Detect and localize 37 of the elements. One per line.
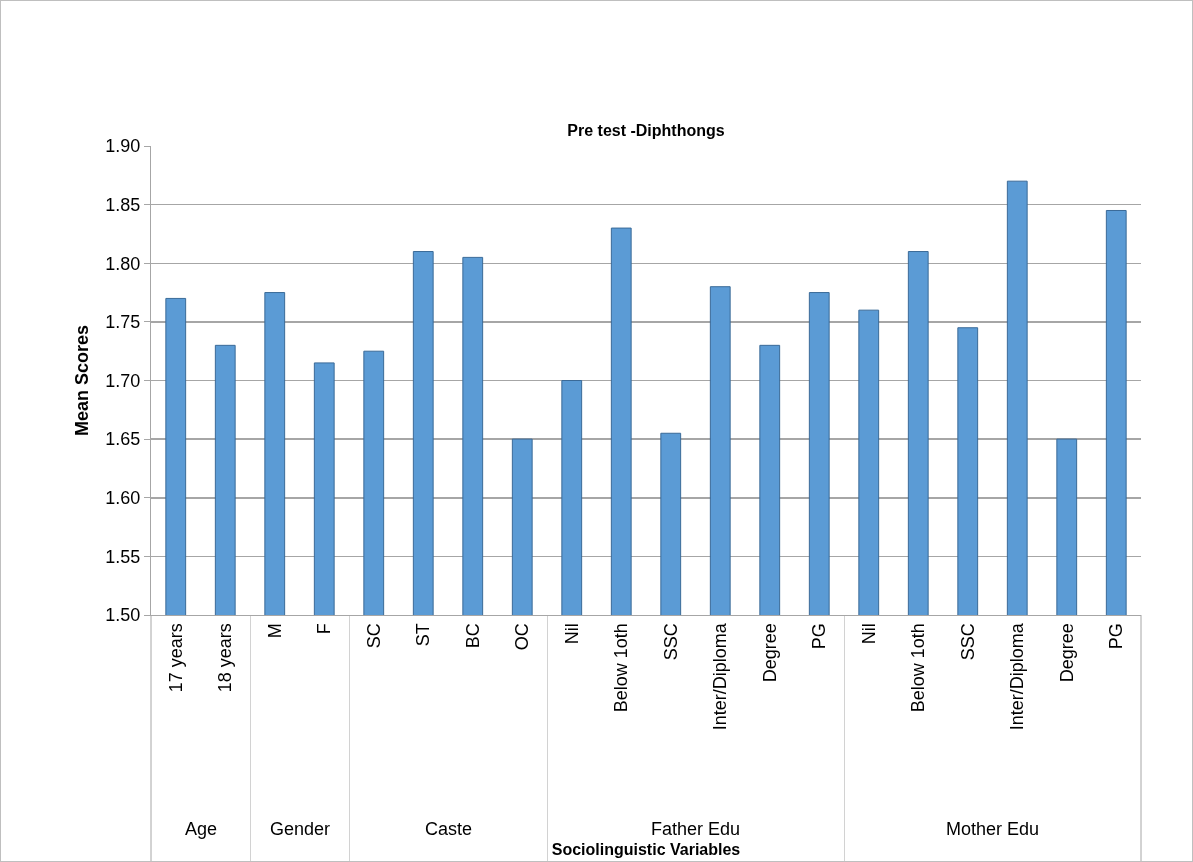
x-axis-title: Gender	[270, 819, 331, 839]
x-axis-title: Age	[185, 819, 218, 839]
x-tick-label: BC	[462, 623, 483, 649]
y-tick-label: 1.85	[105, 194, 141, 215]
x-axis-title: Mother Edu	[946, 819, 1040, 839]
x-tick-label: M	[264, 623, 285, 639]
text: Sociolinguistic Variables	[551, 841, 741, 859]
x-tick-label: Degree	[759, 623, 780, 683]
x-tick-label: OC	[512, 623, 533, 651]
y-tick-label: 1.75	[105, 312, 141, 333]
x-tick-label: SSC	[957, 623, 978, 661]
y-tick-label: 1.50	[105, 605, 141, 626]
y-tick-label: 1.90	[105, 136, 141, 157]
y-tick-label: 1.80	[105, 253, 141, 274]
x-tick-label: PG	[809, 623, 830, 650]
y-tick-label: 1.55	[105, 546, 141, 567]
x-tick-label: Inter/Diploma	[1007, 622, 1028, 731]
x-tick-label: 17 years	[165, 623, 186, 693]
y-tick-label: 1.60	[105, 488, 141, 509]
x-tick-label: F	[314, 623, 335, 635]
x-tick-label: Nil	[561, 623, 582, 645]
x-tick-label: Nil	[858, 623, 879, 645]
x-tick-label: PG	[1106, 623, 1127, 650]
x-tick-label: ST	[413, 623, 434, 647]
x-tick-label: SC	[363, 623, 384, 649]
x-tick-label: SSC	[660, 623, 681, 661]
x-axis-title: Caste	[425, 819, 473, 839]
y-tick-label: 1.65	[105, 429, 141, 450]
y-tick-label: 1.70	[105, 370, 141, 391]
x-tick-label: Below 1oth	[611, 623, 632, 713]
x-tick-label: 18 years	[215, 623, 236, 693]
x-tick-label: Below 1oth	[908, 623, 929, 713]
x-axis-title: Father Edu	[651, 819, 741, 839]
x-tick-label: Inter/Diploma	[710, 622, 731, 731]
x-tick-label: Degree	[1056, 623, 1077, 683]
chart-title: Pre test -Diphthongs	[567, 122, 725, 140]
y-axis-title: Mean Scores	[71, 324, 92, 437]
